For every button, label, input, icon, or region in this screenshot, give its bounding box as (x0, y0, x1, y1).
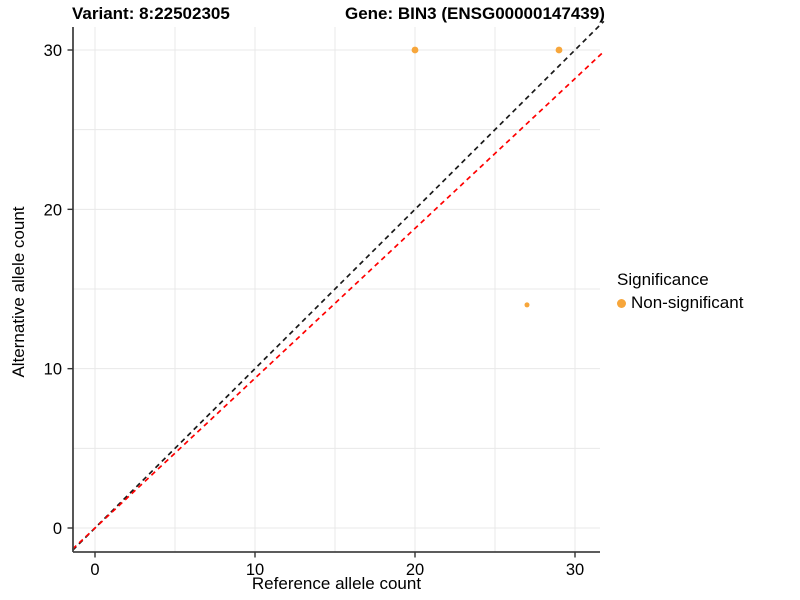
legend-item-label: Non-significant (631, 293, 744, 312)
y-tick-label: 20 (44, 201, 62, 219)
y-axis-label: Alternative allele count (9, 206, 28, 378)
plot-title-gene: Gene: BIN3 (ENSG00000147439) (345, 4, 605, 23)
identity-line (72, 20, 605, 551)
x-tick-label: 0 (90, 561, 99, 579)
x-axis-label: Reference allele count (251, 574, 422, 593)
legend-items: Non-significant (617, 293, 743, 313)
x-tick-label: 30 (566, 561, 584, 579)
y-tick-label: 10 (44, 361, 62, 379)
x-tick-label: 20 (406, 561, 424, 579)
plot-title-variant: Variant: 8:22502305 (72, 4, 230, 23)
legend-item: Non-significant (617, 293, 743, 313)
y-tick-label: 0 (53, 520, 62, 538)
data-point (411, 46, 419, 54)
legend-point-icon (617, 298, 626, 308)
data-point (555, 46, 563, 54)
ratio-line (72, 50, 605, 550)
y-tick-label: 30 (44, 42, 62, 60)
data-point (524, 302, 530, 308)
legend: Significance Non-significant (617, 270, 743, 313)
legend-title: Significance (617, 270, 709, 289)
x-tick-label: 10 (246, 561, 264, 579)
